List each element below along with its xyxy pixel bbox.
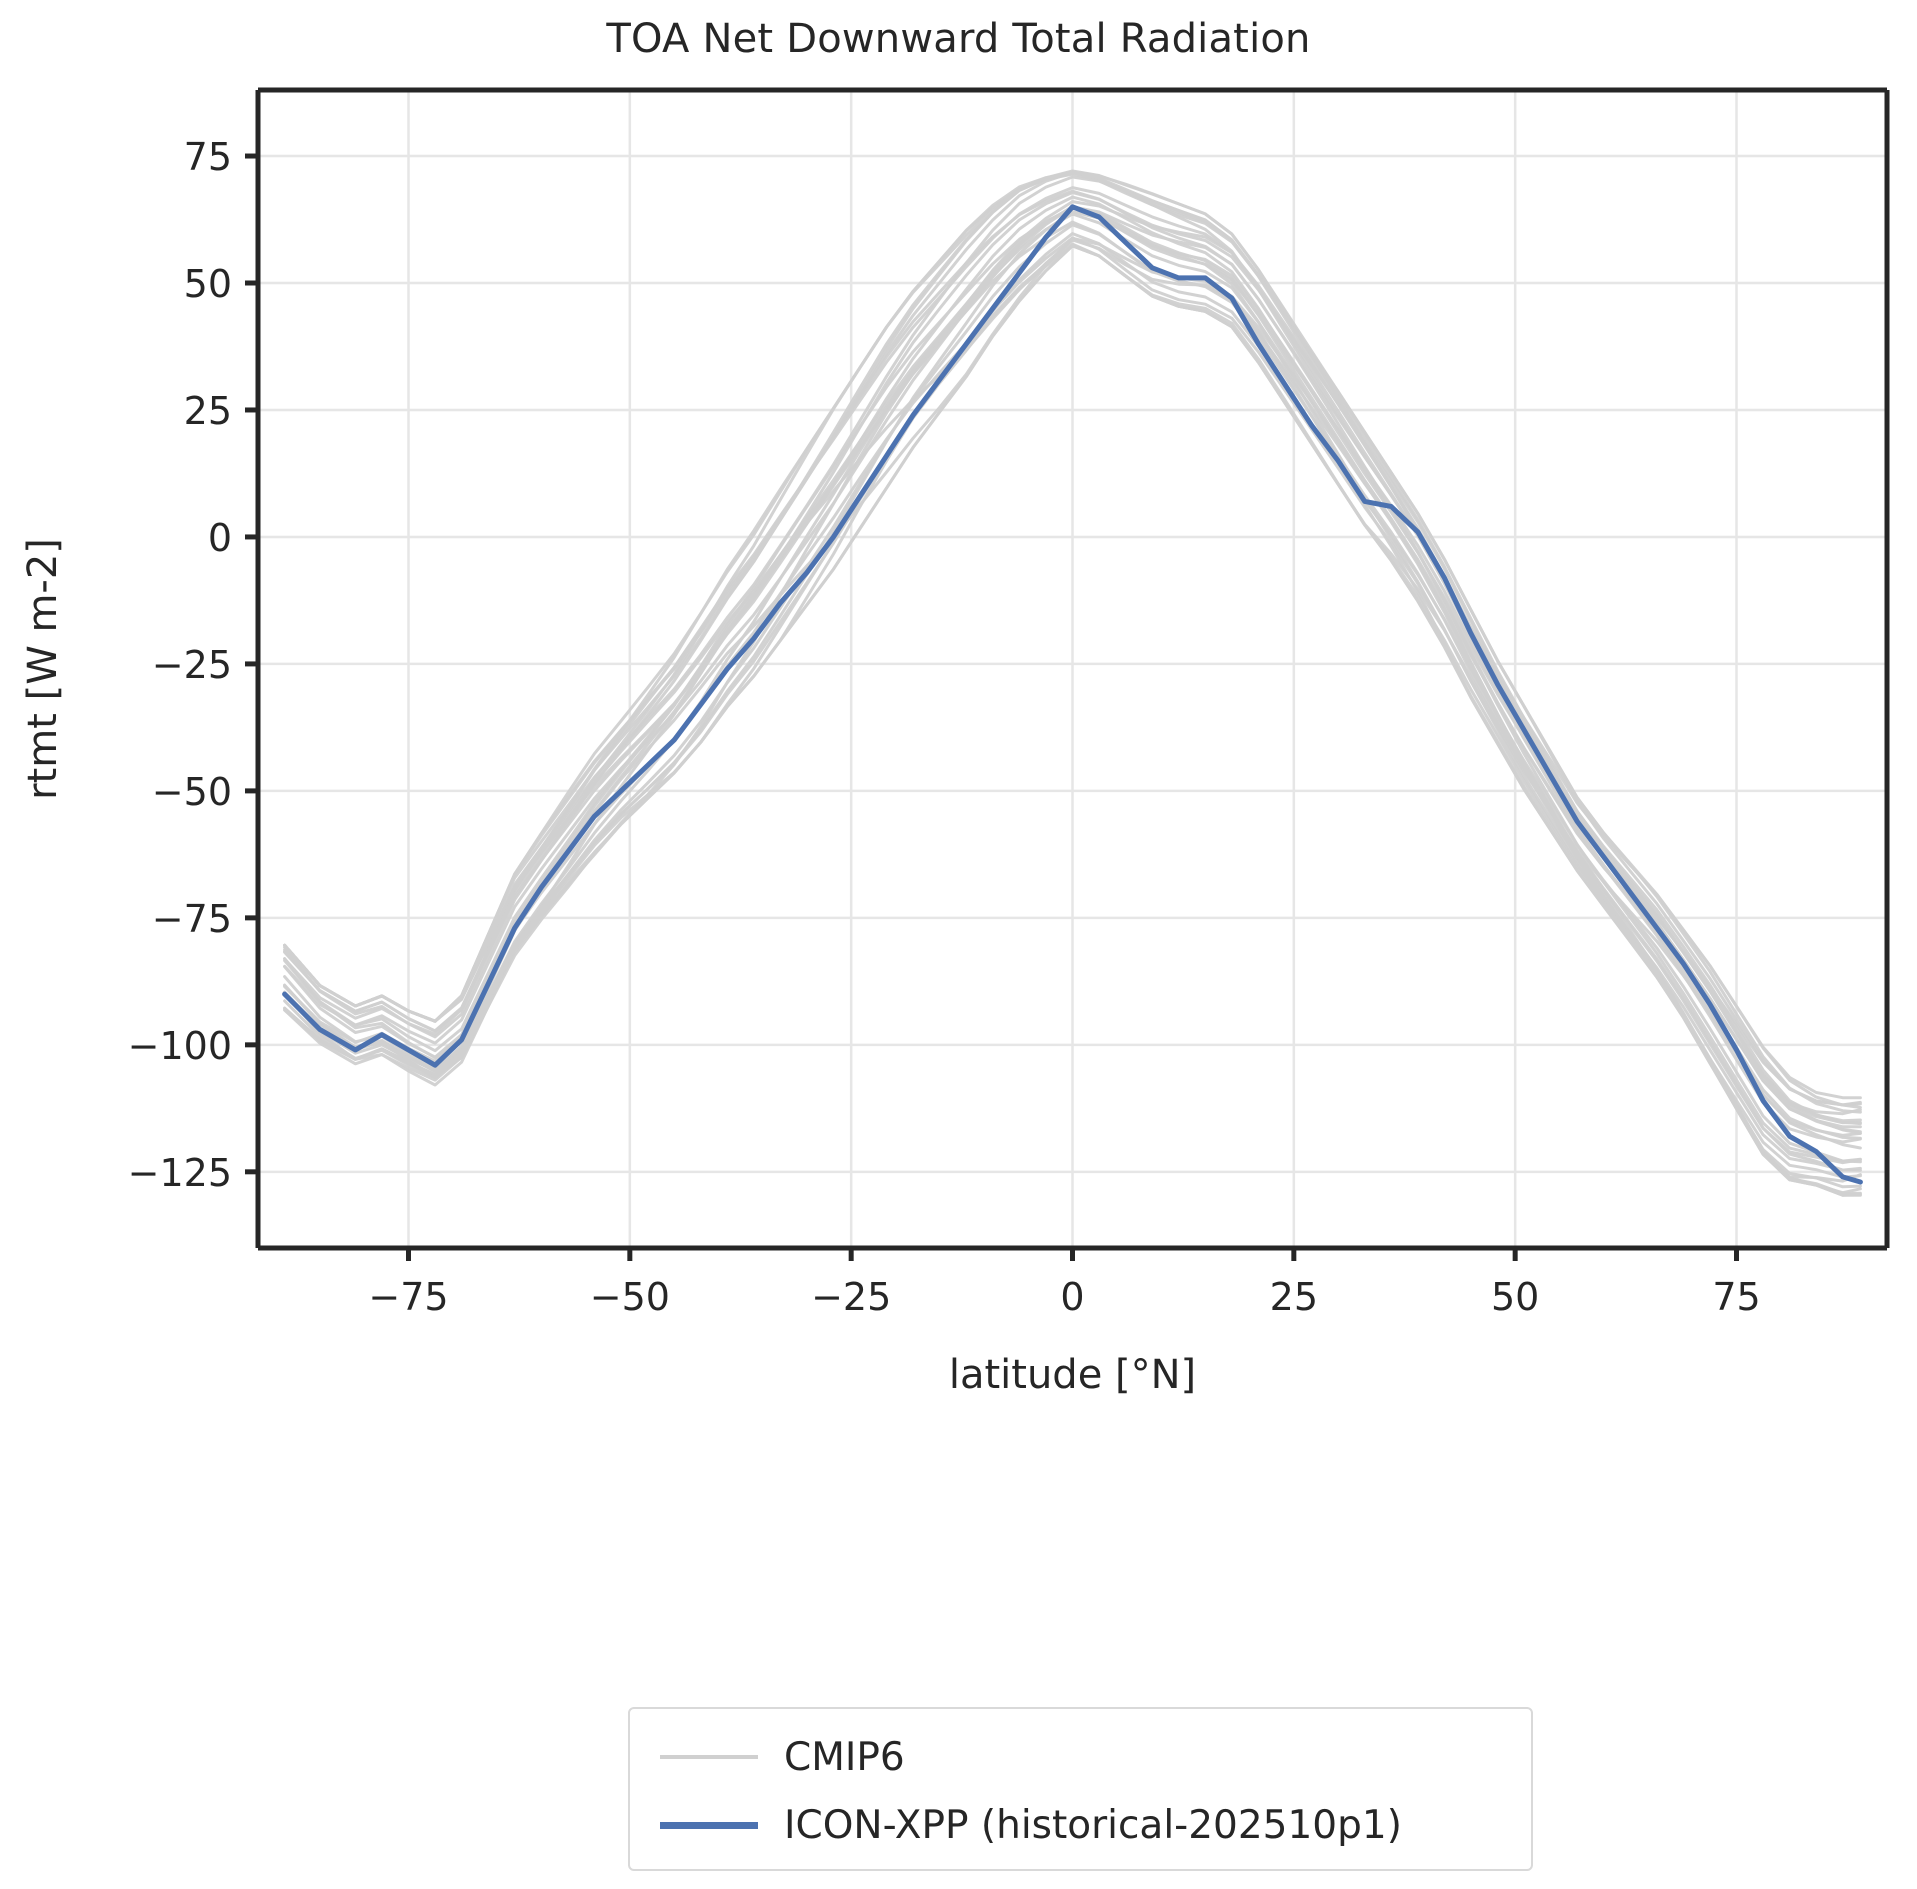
x-axis-title: latitude [°N]: [949, 1352, 1196, 1398]
axis-ticks: −75 −50 −25 0 25 50 75 75 50 25 0 −25 −50 −75 −100 −125: [128, 135, 1761, 1319]
x-tick-label: 50: [1491, 1275, 1539, 1319]
x-tick-label: 25: [1270, 1275, 1318, 1319]
y-tick-label: −75: [152, 897, 232, 941]
icon-xpp-line: [282, 204, 1863, 1185]
y-axis-title: rtmt [W m-2]: [20, 538, 66, 800]
legend-item-cmip6[interactable]: CMIP6: [630, 1723, 1531, 1791]
cmip6-member-line: [283, 212, 1862, 1165]
legend-label-cmip6: CMIP6: [784, 1734, 905, 1780]
x-tick-label: 75: [1712, 1275, 1760, 1319]
y-tick-label: 0: [208, 516, 232, 560]
y-tick-label: 50: [184, 262, 232, 306]
x-tick-label: −75: [368, 1275, 448, 1319]
legend-item-icon-xpp[interactable]: ICON-XPP (historical-202510p1): [630, 1791, 1531, 1859]
page-title: TOA Net Downward Total Radiation: [606, 16, 1311, 62]
y-tick-label: −50: [152, 770, 232, 814]
cmip6-member-line: [283, 236, 1862, 1172]
y-tick-label: 25: [184, 389, 232, 433]
legend-label-icon-xpp: ICON-XPP (historical-202510p1): [784, 1802, 1402, 1848]
x-tick-label: 0: [1060, 1275, 1084, 1319]
y-tick-label: −125: [128, 1151, 232, 1195]
y-tick-label: 75: [184, 135, 232, 179]
grid-lines: [258, 90, 1887, 1248]
x-tick-label: −25: [811, 1275, 891, 1319]
legend-swatch-icon-xpp: [660, 1821, 758, 1829]
chart-legend: CMIP6 ICON-XPP (historical-202510p1): [628, 1707, 1533, 1871]
y-tick-label: −100: [128, 1024, 232, 1068]
legend-swatch-cmip6: [660, 1755, 758, 1759]
cmip6-member-line: [283, 170, 1862, 1107]
y-tick-label: −25: [152, 643, 232, 687]
x-tick-label: −50: [590, 1275, 670, 1319]
cmip6-member-line: [283, 244, 1862, 1197]
